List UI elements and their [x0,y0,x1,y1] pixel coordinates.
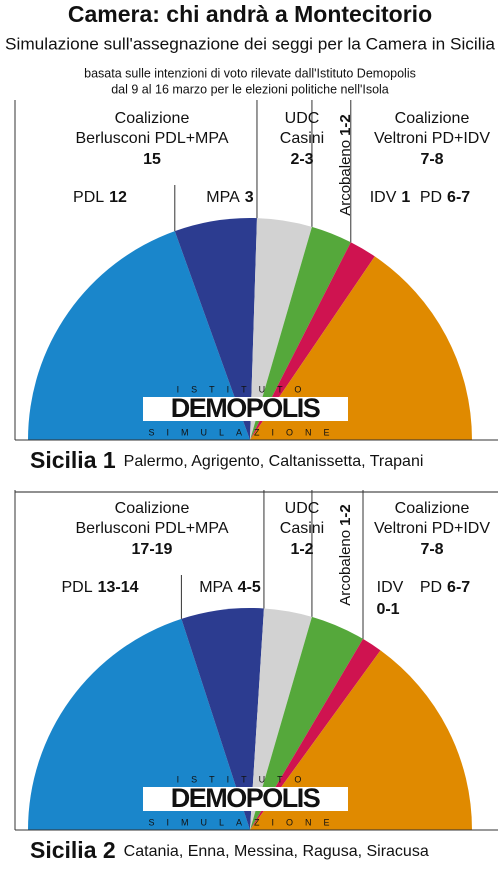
party-name: PDL [73,189,104,206]
seat-wedge [250,242,375,440]
party-seats: 3 [245,189,254,206]
party-label: Arcobaleno 1-2 [337,504,354,606]
watermark-top: ISTITUTO [177,774,314,784]
group-label: Casini [280,520,324,537]
seat-wedge [28,618,250,830]
title: Camera: chi andrà a Montecitorio [68,1,432,27]
group-label: Veltroni PD+IDV [374,130,490,147]
party-label: PDL 12 [73,189,127,206]
party-name: IDV [370,189,397,206]
party-name: MPA [206,189,240,206]
watermark-bottom: SIMULAZIONE [148,817,341,827]
party-name: IDV [377,579,404,596]
party-label: Arcobaleno 1-2 [337,114,354,216]
group-seats: 2-3 [290,151,313,168]
note: basata sulle intenzioni di voto rilevate… [84,66,416,80]
group-seats: 1-2 [290,541,313,558]
group-label: Coalizione [115,500,190,517]
party-seats: 0-1 [376,601,399,618]
party-name: Arcobaleno [337,530,354,606]
group-seats: 17-19 [132,541,173,558]
watermark-brand: DEMOPOLIS [171,783,320,813]
region-towns: Palermo, Agrigento, Caltanissetta, Trapa… [124,453,424,470]
seat-wedge [250,226,351,440]
region-title: Sicilia 2 Catania, Enna, Messina, Ragusa,… [30,837,429,863]
group-seats: 7-8 [420,151,443,168]
group-label: UDC [285,110,320,127]
party-seats: 6-7 [447,189,470,206]
rotated-label: Arcobaleno 1-2 [337,114,354,216]
party-seats: 12 [109,189,127,206]
party-seats: 1-2 [337,114,354,136]
party-seats: 1-2 [337,504,354,526]
party-seats: 4-5 [238,579,261,596]
group-label: Berlusconi PDL+MPA [75,520,228,537]
subtitle: Simulazione sull'assegnazione dei seggi … [5,35,496,53]
party-label: MPA 4-5 [199,579,261,596]
group-seats: 15 [143,151,161,168]
party-name: Arcobaleno [337,140,354,216]
party-label: PD 6-7 [420,579,470,596]
party-label: IDV 1 [370,189,411,206]
seat-wedge [28,231,250,440]
watermark-brand: DEMOPOLIS [171,393,320,423]
party-name: PD [420,189,442,206]
seat-wedge [250,650,473,830]
party-name: MPA [199,579,233,596]
note: dal 9 al 16 marzo per le elezioni politi… [111,82,389,96]
region-towns: Catania, Enna, Messina, Ragusa, Siracusa [124,843,429,860]
party-seats: 13-14 [98,579,139,596]
region-title: Sicilia 1 Palermo, Agrigento, Caltanisset… [30,447,423,473]
seat-wedge [250,608,312,830]
watermark-bg [143,787,348,811]
group-label: Coalizione [395,110,470,127]
party-label: IDV [377,579,404,596]
watermark-bg [143,397,348,421]
group-seats: 7-8 [420,541,443,558]
region-name: Sicilia 1 [30,447,116,473]
group-label: UDC [285,500,320,517]
region-name: Sicilia 2 [30,837,116,863]
watermark-bottom: SIMULAZIONE [148,427,341,437]
seat-wedge [250,616,364,830]
group-label: Berlusconi PDL+MPA [75,130,228,147]
seat-wedge [174,218,257,440]
rotated-label: Arcobaleno 1-2 [337,504,354,606]
group-label: Coalizione [395,500,470,517]
seat-wedge [250,256,473,440]
party-name: PD [420,579,442,596]
group-label: Veltroni PD+IDV [374,520,490,537]
party-seats: 6-7 [447,579,470,596]
group-label: Coalizione [115,110,190,127]
seat-wedge [250,638,381,830]
group-label: Casini [280,130,324,147]
party-label: PD 6-7 [420,189,470,206]
party-seats: 1 [401,189,410,206]
seat-wedge [181,608,264,830]
watermark-top: ISTITUTO [177,384,314,394]
party-label: PDL 13-14 [61,579,138,596]
seat-wedge [250,218,312,440]
party-label: MPA 3 [206,189,253,206]
party-name: PDL [61,579,92,596]
